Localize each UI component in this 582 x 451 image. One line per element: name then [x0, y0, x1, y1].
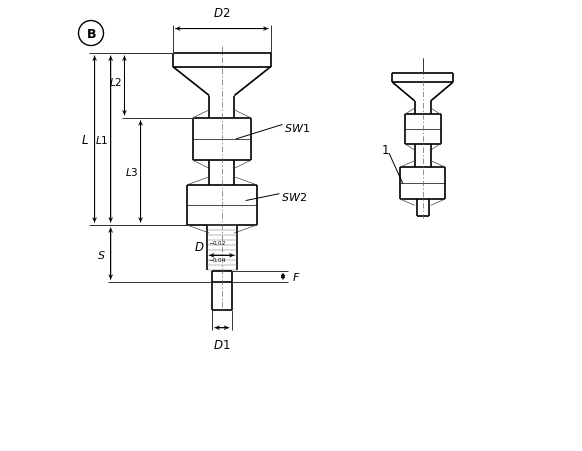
Text: $D2$: $D2$	[213, 7, 230, 20]
Text: $\mathbf{B}$: $\mathbf{B}$	[86, 28, 96, 41]
Text: $_{-0{,}04}$: $_{-0{,}04}$	[208, 255, 226, 264]
Text: $SW2$: $SW2$	[281, 191, 307, 202]
Text: $D$: $D$	[194, 240, 204, 253]
Text: $L1$: $L1$	[95, 134, 108, 146]
Text: $D1$: $D1$	[213, 338, 230, 351]
Text: $L$: $L$	[81, 133, 88, 146]
Text: $^{-0{,}02}$: $^{-0{,}02}$	[208, 241, 225, 250]
Text: $L3$: $L3$	[125, 166, 139, 178]
Text: $S$: $S$	[97, 248, 106, 260]
Text: $L2$: $L2$	[109, 76, 122, 88]
Text: $F$: $F$	[292, 271, 300, 283]
Text: $1$: $1$	[381, 143, 389, 156]
Text: $SW1$: $SW1$	[284, 121, 310, 133]
